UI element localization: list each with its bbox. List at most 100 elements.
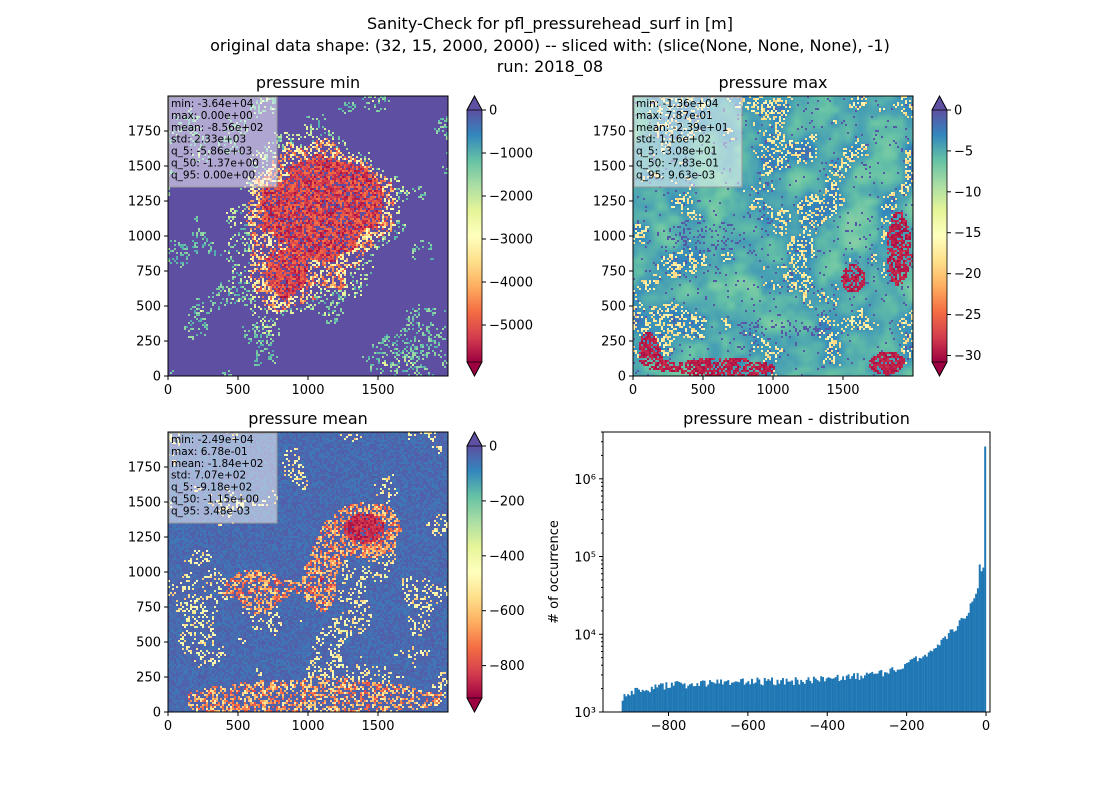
histogram-bar: [625, 696, 628, 712]
histogram-bar: [718, 683, 721, 712]
x-tick-label: 1000: [291, 383, 324, 398]
histogram-bar: [787, 681, 790, 712]
histogram-bar: [712, 682, 715, 712]
histogram-bar: [831, 678, 834, 712]
colorbar: [932, 110, 947, 362]
colorbar-outline: [466, 431, 483, 713]
histogram-bar: [856, 673, 859, 712]
histogram-bar: [865, 672, 868, 712]
y-tick-label: 1750: [128, 125, 161, 140]
stat-line: q_5: -9.18e+02: [171, 482, 252, 494]
histogram-bar: [639, 691, 642, 712]
histogram-bar: [765, 680, 768, 712]
pressure-max-panel: pressure max 0 500 1000 1500 0 250 500 750 1000 12…: [593, 73, 982, 398]
histogram-bar: [752, 683, 755, 712]
histogram-bar: [749, 684, 752, 712]
histogram-bar: [914, 656, 917, 712]
figure-title-line: original data shape: (32, 15, 2000, 2000…: [210, 36, 890, 55]
histogram-bar: [843, 679, 846, 712]
colorbar: [467, 446, 482, 698]
histogram-bar: [953, 631, 956, 712]
histogram-bar: [723, 681, 726, 712]
y-tick-label: 250: [136, 671, 161, 686]
histogram-bar: [809, 680, 812, 712]
histogram-bar: [628, 695, 631, 712]
histogram-bar: [623, 694, 626, 712]
histogram-bar: [740, 679, 743, 712]
histogram-bar: [905, 662, 908, 712]
histogram-bar: [758, 679, 761, 712]
colorbar-extend-min: [466, 697, 483, 713]
y-tick-label: 0: [618, 370, 626, 385]
histogram-bar: [832, 678, 835, 712]
x-tick-label: 1500: [826, 383, 859, 398]
histogram-bar: [836, 674, 839, 712]
histogram-bar: [894, 671, 897, 712]
stat-line: q_50: -1.15e+00: [171, 494, 259, 506]
histogram-bar: [800, 679, 803, 712]
histogram-bar: [965, 615, 968, 712]
x-tick-label: −400: [809, 719, 845, 734]
y-tick-label: 1000: [128, 230, 161, 245]
histogram-bar: [834, 677, 837, 712]
histogram-bar: [659, 683, 662, 712]
histogram-bar: [893, 670, 896, 712]
histogram-bar: [761, 685, 764, 712]
colorbar-tick-label: −5000: [489, 319, 533, 334]
histogram-bar: [701, 680, 704, 712]
histogram-bar: [876, 673, 879, 712]
histogram-bar: [823, 681, 826, 712]
histogram-bar: [842, 676, 845, 712]
histogram-bar: [654, 684, 657, 712]
histogram-bar: [621, 700, 624, 712]
histogram-bar: [705, 686, 708, 712]
y-tick-label: 1250: [128, 531, 161, 546]
histogram-bar: [669, 687, 671, 712]
histogram-bar: [638, 689, 641, 712]
histogram-bar: [940, 639, 943, 712]
histogram-bar: [656, 687, 659, 712]
histogram-bar: [900, 669, 903, 712]
histogram-bar: [869, 672, 872, 712]
y-tick-label: 1250: [128, 195, 161, 210]
histogram-bar: [822, 677, 825, 712]
histogram-bar: [676, 681, 679, 712]
histogram-bar: [931, 651, 934, 712]
histogram-bar: [803, 683, 806, 712]
y-tick-label: 750: [136, 601, 161, 616]
x-tick-label: −200: [889, 719, 925, 734]
y-tick-label: 10⁵: [574, 551, 596, 566]
y-tick-label: 500: [136, 300, 161, 315]
histogram-bar: [692, 686, 695, 712]
histogram-bar: [776, 679, 779, 712]
histogram-bar: [913, 657, 916, 712]
histogram-bar: [696, 683, 699, 712]
histogram-bar: [847, 674, 850, 712]
histogram-bar: [909, 659, 912, 712]
histogram-bar: [838, 681, 841, 712]
histogram-bar: [794, 677, 797, 712]
colorbar-extend-min: [931, 361, 948, 377]
histogram-bar: [772, 684, 775, 712]
histogram-bar: [942, 637, 945, 712]
colorbar-tick-label: −30: [954, 349, 981, 364]
histogram-bar: [785, 678, 788, 712]
histogram-bar: [661, 683, 664, 712]
histogram-bar: [925, 656, 928, 712]
histogram-bar: [863, 675, 866, 712]
histogram-bar: [791, 680, 794, 712]
histogram-bar: [880, 669, 883, 712]
colorbar-tick-label: 0: [489, 440, 497, 455]
stats-box: [633, 96, 743, 188]
histogram-bar: [679, 682, 682, 712]
histogram-bar: [982, 567, 985, 712]
histogram-bar: [853, 673, 856, 712]
histogram-bar: [641, 689, 644, 712]
histogram-bar: [827, 677, 830, 712]
x-tick-label: 0: [982, 719, 990, 734]
stat-line: std: 2.33e+03: [171, 134, 246, 146]
histogram-bar: [935, 647, 937, 712]
histogram-bar: [936, 644, 939, 712]
figure-title: Sanity-Check for pfl_pressurehead_surf i…: [210, 14, 890, 77]
